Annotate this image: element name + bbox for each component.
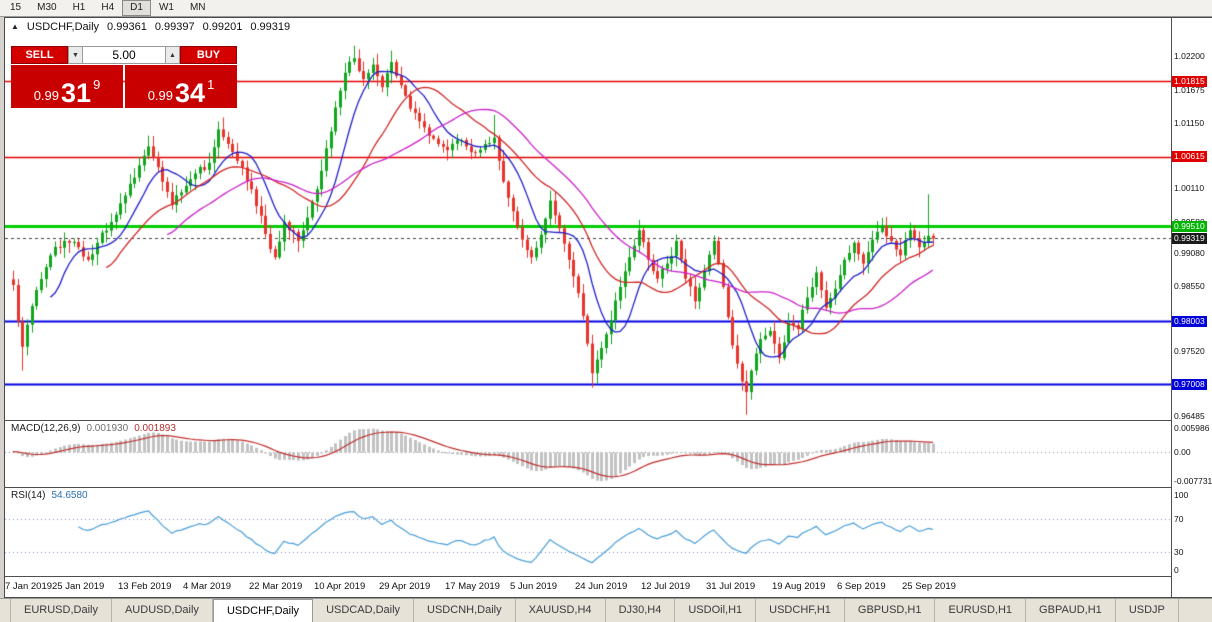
rsi-axis-label: 0 <box>1174 565 1179 575</box>
rsi-name-label: RSI(14) <box>11 490 46 501</box>
volume-increase-button[interactable]: ▲ <box>165 46 180 64</box>
timeframe-button-h4[interactable]: H4 <box>101 2 115 13</box>
rsi-indicator-canvas[interactable] <box>5 488 1171 576</box>
date-axis-label: 31 Jul 2019 <box>706 581 756 592</box>
price-axis-label: 1.01150 <box>1174 118 1205 128</box>
chart-tab-audusd-daily[interactable]: AUDUSD,Daily <box>112 599 213 622</box>
sell-price-display[interactable]: 0.99 31 9 <box>11 65 123 108</box>
price-axis-label: 1.02200 <box>1174 51 1205 61</box>
date-axis-label: 12 Jul 2019 <box>641 581 691 592</box>
chart-tab-dj30-h4[interactable]: DJ30,H4 <box>606 599 676 622</box>
date-axis-label: 10 Apr 2019 <box>314 581 366 592</box>
date-axis-label: 13 Feb 2019 <box>118 581 172 592</box>
ohlc-high-value: 0.99397 <box>154 21 195 33</box>
timeframe-button-w1[interactable]: W1 <box>158 2 174 13</box>
pane-splitter-macd[interactable] <box>5 420 1212 421</box>
buy-price-pipette: 1 <box>207 77 215 92</box>
date-axis-label: 17 May 2019 <box>445 581 500 592</box>
price-axis-label: 0.98550 <box>1174 281 1205 291</box>
chart-tab-usdcad-daily[interactable]: USDCAD,Daily <box>313 599 415 622</box>
rsi-axis-label: 70 <box>1174 514 1184 524</box>
price-axis-label: 1.01815 <box>1172 76 1207 87</box>
date-axis-label: 24 Jun 2019 <box>575 581 628 592</box>
timeframe-button-mn[interactable]: MN <box>189 2 206 13</box>
buy-price-big: 34 <box>175 78 206 108</box>
buy-button[interactable]: BUY <box>180 46 237 64</box>
date-axis-label: 19 Aug 2019 <box>772 581 826 592</box>
macd-name-label: MACD(12,26,9) <box>11 423 81 434</box>
chart-window: ▲ USDCHF,Daily 0.99361 0.99397 0.99201 0… <box>4 17 1212 598</box>
price-axis-divider <box>1171 18 1172 597</box>
symbol-timeframe-label: USDCHF,Daily <box>26 21 100 33</box>
price-axis-label: 0.98003 <box>1172 316 1207 327</box>
date-axis-label: 7 Jan 2019 <box>5 581 53 592</box>
price-axis-label: 0.99319 <box>1172 233 1207 244</box>
volume-decrease-button[interactable]: ▼ <box>68 46 83 64</box>
date-axis[interactable]: 7 Jan 2019 25 Jan 2019 13 Feb 2019 4 Mar 20… <box>5 577 1171 597</box>
price-axis[interactable]: 1.02200 1.01815 1.01675 1.01150 1.00615 1.001… <box>1172 18 1212 597</box>
ohlc-low-value: 0.99201 <box>202 21 243 33</box>
buy-price-prefix: 0.99 <box>147 88 174 103</box>
rsi-value: 54.6580 <box>51 490 88 501</box>
date-axis-label: 5 Jun 2019 <box>510 581 558 592</box>
price-axis-label: 1.00110 <box>1174 183 1205 193</box>
ohlc-open-value: 0.99361 <box>107 21 147 33</box>
chart-tab-gbpusd-h1[interactable]: GBPUSD,H1 <box>845 599 936 622</box>
price-axis-label: 0.96485 <box>1174 411 1205 421</box>
price-axis-label: 0.99510 <box>1172 221 1207 232</box>
date-axis-label: 6 Sep 2019 <box>837 581 886 592</box>
date-axis-label: 4 Mar 2019 <box>183 581 232 592</box>
date-axis-label: 22 Mar 2019 <box>249 581 303 592</box>
price-axis-label: 1.01675 <box>1174 85 1205 95</box>
timeframe-button-h1[interactable]: H1 <box>72 2 86 13</box>
pane-splitter-rsi[interactable] <box>5 487 1212 488</box>
sell-button[interactable]: SELL <box>11 46 68 64</box>
sell-price-prefix: 0.99 <box>33 88 60 103</box>
date-axis-label: 25 Sep 2019 <box>902 581 956 592</box>
macd-indicator-canvas[interactable] <box>5 421 1171 487</box>
rsi-axis-label: 100 <box>1174 490 1189 500</box>
macd-axis-label: 0.00 <box>1174 447 1191 457</box>
chart-tab-eurusd-h1[interactable]: EURUSD,H1 <box>935 599 1027 622</box>
date-axis-label: 29 Apr 2019 <box>379 581 431 592</box>
chart-tab-usdjp[interactable]: USDJP <box>1116 599 1179 622</box>
chart-tab-usdoil-h1[interactable]: USDOil,H1 <box>675 599 757 622</box>
price-axis-label: 0.97008 <box>1172 379 1207 390</box>
rsi-title: RSI(14) 54.6580 <box>11 490 88 501</box>
sell-price-big: 31 <box>61 78 92 108</box>
macd-axis-label: 0.005986 <box>1174 423 1210 433</box>
price-axis-label: 0.99080 <box>1174 248 1205 258</box>
timeframe-toolbar: 15 M30 H1 H4 D1 W1 MN <box>0 0 1212 17</box>
macd-title: MACD(12,26,9) 0.001930 0.001893 <box>11 423 176 434</box>
date-axis-divider <box>5 576 1212 577</box>
chart-tab-gbpaud-h1[interactable]: GBPAUD,H1 <box>1026 599 1116 622</box>
macd-main-value: 0.001930 <box>86 423 129 434</box>
macd-axis-label: -0.007731 <box>1174 476 1212 486</box>
chart-header: ▲ USDCHF,Daily 0.99361 0.99397 0.99201 0… <box>11 21 290 33</box>
price-axis-label: 0.97520 <box>1174 346 1205 356</box>
timeframe-button-15[interactable]: 15 <box>10 2 22 13</box>
macd-signal-value: 0.001893 <box>134 423 176 434</box>
volume-input[interactable]: 5.00 <box>83 46 165 64</box>
chart-tab-bar: EURUSD,Daily AUDUSD,Daily USDCHF,Daily USDC… <box>0 598 1212 622</box>
ohlc-close-value: 0.99319 <box>250 21 291 33</box>
date-axis-label: 25 Jan 2019 <box>52 581 105 592</box>
chart-tab-eurusd-daily[interactable]: EURUSD,Daily <box>10 599 112 622</box>
volume-up-icon: ▲ <box>169 51 176 59</box>
chart-tab-usdchf-h1[interactable]: USDCHF,H1 <box>756 599 845 622</box>
buy-price-display[interactable]: 0.99 34 1 <box>125 65 237 108</box>
price-axis-label: 1.00615 <box>1172 151 1207 162</box>
volume-down-icon: ▼ <box>72 51 79 59</box>
one-click-trade-panel: SELL ▼ 5.00 ▲ BUY 0.99 31 9 0.99 34 1 <box>11 46 237 108</box>
timeframe-button-d1[interactable]: D1 <box>122 0 151 16</box>
chart-tab-xauusd-h4[interactable]: XAUUSD,H4 <box>516 599 606 622</box>
sell-price-pipette: 9 <box>93 77 101 92</box>
collapse-trade-panel-icon[interactable]: ▲ <box>11 22 19 31</box>
chart-tab-usdcnh-daily[interactable]: USDCNH,Daily <box>414 599 516 622</box>
chart-tab-usdchf-daily[interactable]: USDCHF,Daily <box>212 599 314 622</box>
rsi-axis-label: 30 <box>1174 547 1184 557</box>
timeframe-button-m30[interactable]: M30 <box>37 2 57 13</box>
